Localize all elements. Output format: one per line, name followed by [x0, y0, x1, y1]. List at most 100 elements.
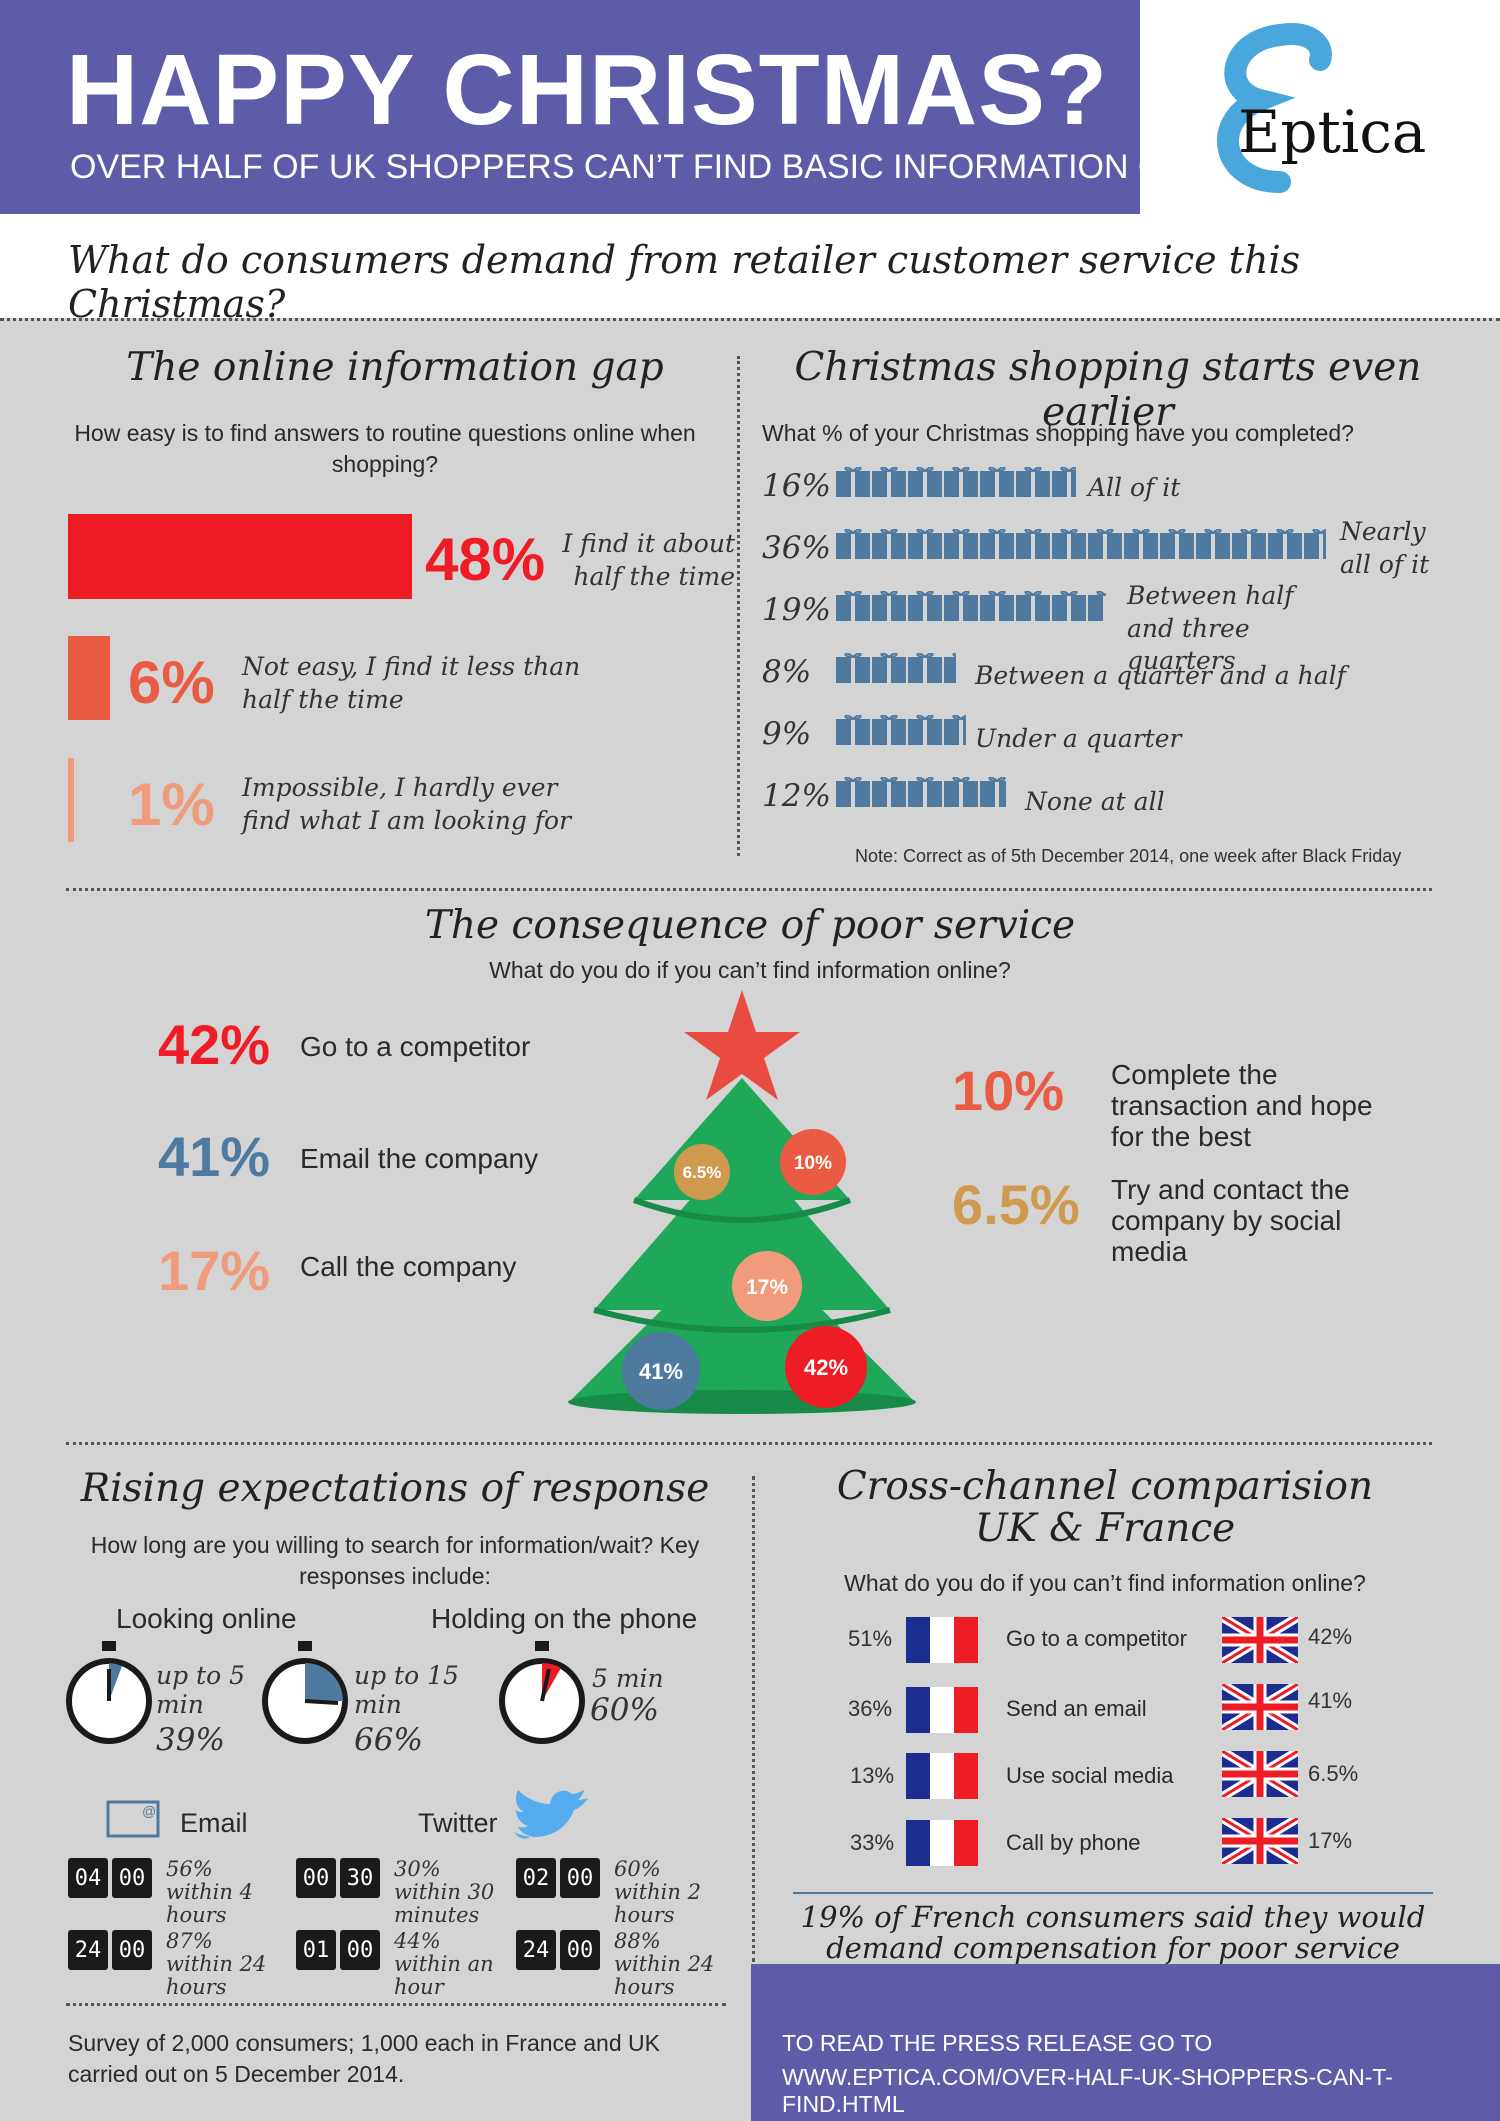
tree-shading [593, 1307, 891, 1333]
holding-phone-label: Holding on the phone [431, 1603, 698, 1634]
hours-digit: 00 [296, 1858, 336, 1898]
gift-icon [872, 591, 906, 621]
stopwatch-icon [499, 1641, 585, 1744]
timer-pct-3: 60% [590, 1692, 659, 1728]
survey-note: Survey of 2,000 consumers; 1,000 each in… [68, 2030, 660, 2088]
gift-icon [1052, 467, 1076, 497]
gift-icon [980, 591, 1014, 621]
page-subtitle: OVER HALF OF UK SHOPPERS CAN’T FIND BASI… [70, 148, 1265, 186]
fr-pct: 33% [850, 1830, 895, 1855]
consequence-pct-call: 17% [158, 1239, 271, 1302]
shopping-label-none: None at all [1025, 787, 1165, 816]
looking-online-label: Looking online [116, 1603, 297, 1634]
gift-icon [1016, 529, 1050, 559]
cta-link[interactable]: WWW.EPTICA.COM/OVER-HALF-UK-SHOPPERS-CAN… [782, 2064, 1393, 2117]
consequence-title: The consequence of poor service [424, 903, 1076, 948]
gift-icon [872, 777, 906, 807]
gift-icon [872, 653, 906, 683]
info-gap-pct-1: 1% [128, 771, 215, 838]
hours-digit: 04 [68, 1858, 108, 1898]
gift-icon [1088, 591, 1106, 621]
gift-icon [908, 715, 942, 745]
gift-icon [836, 529, 870, 559]
gift-icon [836, 653, 870, 683]
eptica-logo-mark [1217, 23, 1332, 193]
gift-icon [980, 777, 1006, 807]
gift-row-19 [836, 591, 1106, 621]
ornament-label: 10% [794, 1153, 832, 1174]
eptica-logo: Eptica [1140, 0, 1500, 214]
gift-icon [1160, 529, 1194, 559]
gift-icon [1196, 529, 1230, 559]
shopping-pct-under-quarter: 9% [762, 716, 812, 752]
gift-icon [908, 529, 942, 559]
minutes-digit: 00 [112, 1858, 152, 1898]
shopping-pct-quarter-half: 8% [762, 654, 812, 690]
ornament-42: 42% [785, 1326, 867, 1408]
twitter-timebox-2: 01 00 [296, 1930, 380, 1970]
gift-icon [944, 777, 978, 807]
uk-flag-icon [1222, 1818, 1298, 1864]
consequence-label-social: Try and contact the company by social me… [1111, 1174, 1350, 1267]
gift-icon [1232, 529, 1266, 559]
gift-icon [980, 529, 1014, 559]
fr-pct: 51% [848, 1626, 893, 1651]
uk-flag-icon [1222, 1684, 1298, 1730]
gift-icon [944, 653, 956, 683]
gift-icon [872, 467, 906, 497]
shopping-pct-half: 19% [762, 592, 831, 628]
gift-icon [836, 591, 870, 621]
tree-shading [632, 1197, 852, 1223]
gift-icon [908, 591, 942, 621]
consequence-pct-competitor: 42% [158, 1013, 271, 1076]
gift-icon [872, 715, 906, 745]
ornament-label: 41% [639, 1359, 683, 1384]
shopping-title: Christmas shopping starts even earlier [794, 345, 1422, 435]
timer-pct-1: 39% [156, 1722, 225, 1758]
crosschannel-label: Use social media [1006, 1763, 1174, 1788]
christmas-tree-graphic: 6.5% 10% 17% 41% 42% [568, 990, 916, 1414]
gift-icon [1268, 529, 1302, 559]
ornament-41: 41% [622, 1332, 700, 1410]
star-icon [684, 990, 800, 1100]
shopping-pct-all: 16% [762, 468, 831, 504]
shopping-pct-none: 12% [762, 778, 831, 814]
fr-pct: 13% [850, 1763, 895, 1788]
uk-flag-icon [1222, 1751, 1298, 1797]
email-timebox-1: 04 00 [68, 1858, 152, 1898]
minutes-digit: 00 [560, 1858, 600, 1898]
phone-time-label-1: 60% within 2 hours [614, 1857, 701, 1928]
shopping-label-nearly: Nearly all of it [1340, 517, 1430, 579]
divider [0, 318, 1500, 321]
crosschannel-title: Cross-channel comparision UK & France [790, 1465, 1420, 1550]
gift-icon [944, 467, 978, 497]
info-gap-bar-1 [68, 758, 74, 842]
expectations-title: Rising expectations of response [80, 1466, 710, 1511]
gift-row-16 [836, 467, 1076, 497]
consequence-pct-complete: 10% [952, 1059, 1065, 1122]
phone-time-label-2: 88% within 24 hours [614, 1929, 715, 2000]
twitter-bird-icon [514, 1790, 588, 1839]
email-icon: @ [106, 1800, 160, 1838]
crosschannel-label: Go to a competitor [1006, 1626, 1187, 1651]
france-flag-icon [906, 1687, 978, 1733]
uk-pct: 42% [1308, 1624, 1353, 1649]
stopwatch-icon [262, 1641, 348, 1744]
hours-digit: 24 [68, 1930, 108, 1970]
uk-pct: 41% [1308, 1688, 1353, 1713]
uk-pct: 6.5% [1308, 1761, 1359, 1786]
gift-row-36 [836, 529, 1326, 559]
gift-row-12 [836, 777, 1006, 807]
hours-digit: 02 [516, 1858, 556, 1898]
consequence-question: What do you do if you can’t find informa… [489, 957, 1011, 983]
ornament-label: 17% [746, 1276, 788, 1299]
consequence-label-email: Email the company [300, 1143, 539, 1174]
divider [66, 2003, 726, 2006]
consequence-label-competitor: Go to a competitor [300, 1031, 531, 1062]
divider [752, 1476, 755, 1962]
twitter-time-label-2: 44% within an hour [394, 1929, 494, 2000]
gift-icon [908, 777, 942, 807]
shopping-pct-nearly: 36% [762, 530, 831, 566]
gift-icon [944, 529, 978, 559]
